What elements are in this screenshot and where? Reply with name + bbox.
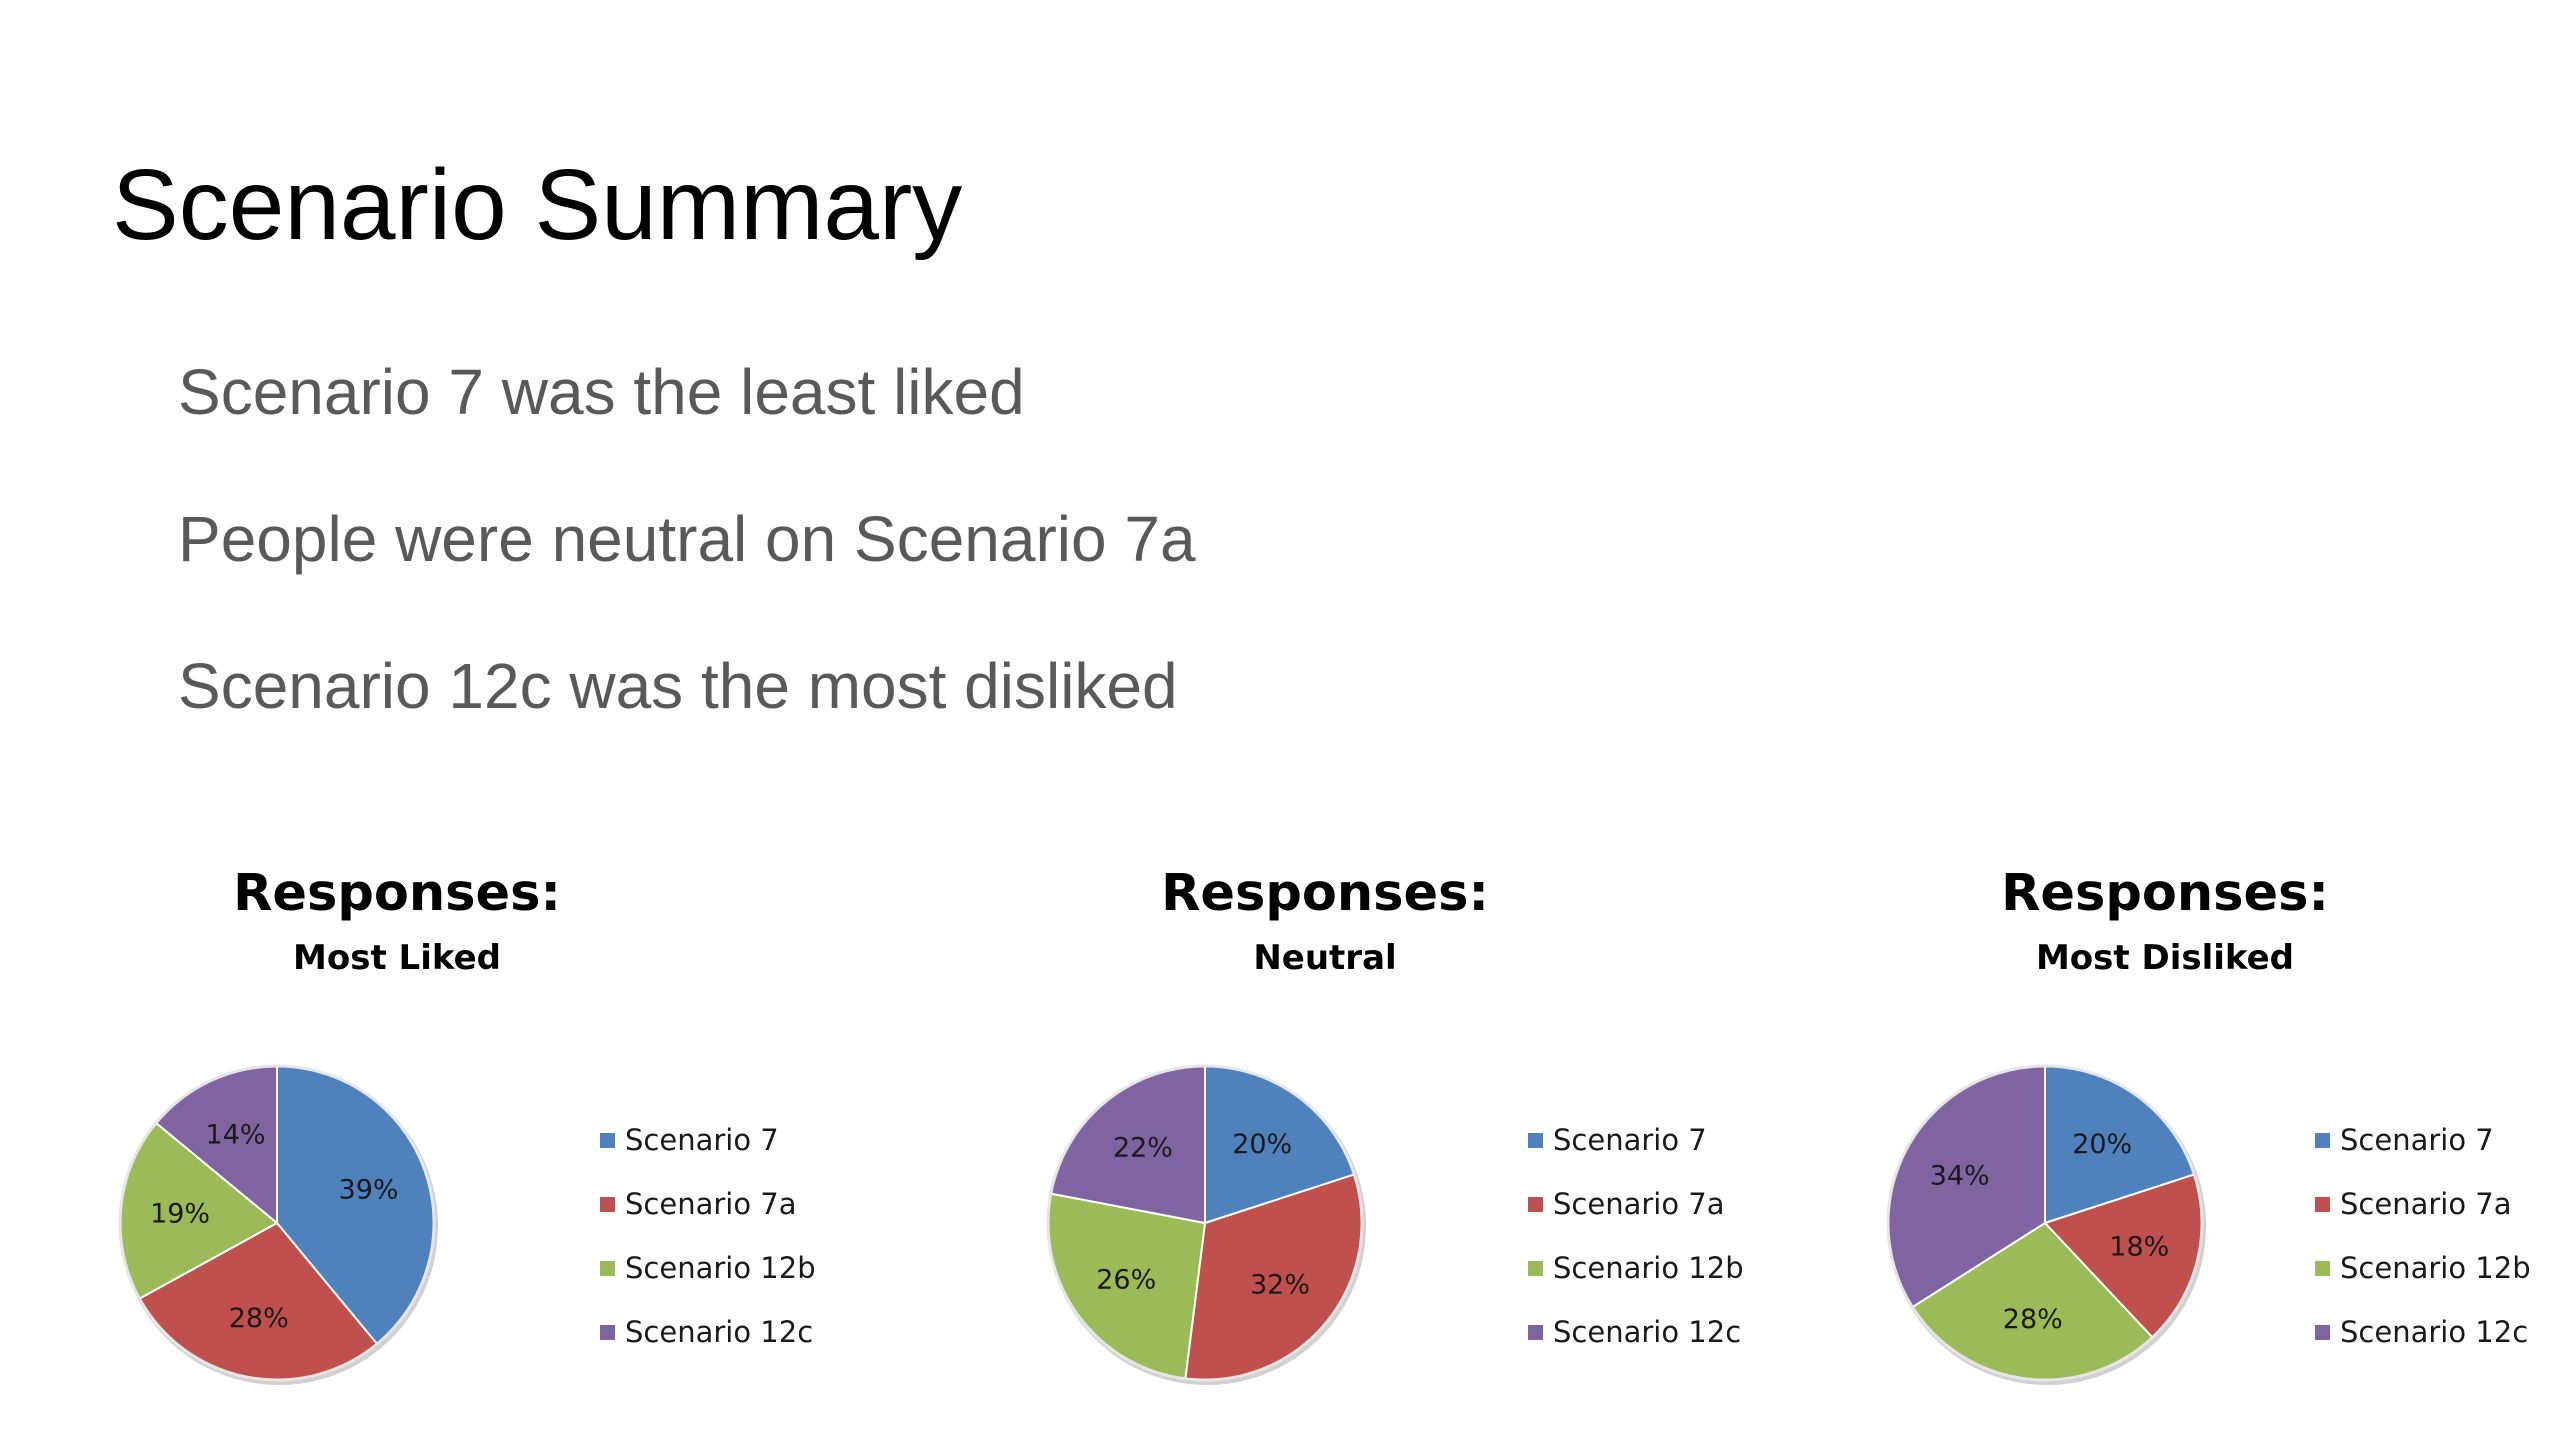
pie-chart-neutral: Responses: Neutral 20% 32% 26% 22% Scenario… bbox=[1045, 868, 1885, 1428]
slice-label-scenario-7: 20% bbox=[2072, 1129, 2132, 1160]
pie-rim bbox=[1886, 1064, 2204, 1382]
bullet-item: Scenario 12c was the most disliked bbox=[178, 650, 1178, 722]
legend-item: Scenario 7a bbox=[2315, 1172, 2531, 1236]
legend-label: Scenario 12c bbox=[2340, 1315, 2529, 1349]
chart-subtitle: Neutral bbox=[1253, 938, 1397, 978]
legend-label: Scenario 12c bbox=[1553, 1315, 1742, 1349]
chart-legend: Scenario 7 Scenario 7a Scenario 12b Scen… bbox=[1528, 1108, 1744, 1364]
slice-label-scenario-12c: 14% bbox=[206, 1119, 266, 1150]
pie-rim bbox=[118, 1064, 436, 1382]
slice-label-scenario-7a: 18% bbox=[2109, 1232, 2169, 1263]
chart-title: Responses: bbox=[233, 864, 561, 923]
pie-plot: 39% 28% 19% 14% bbox=[118, 1064, 438, 1385]
legend-swatch bbox=[600, 1260, 615, 1276]
legend-label: Scenario 7 bbox=[625, 1123, 779, 1157]
chart-subtitle: Most Disliked bbox=[2035, 938, 2295, 978]
bullet-item: People were neutral on Scenario 7a bbox=[178, 503, 1196, 575]
legend-swatch bbox=[2315, 1132, 2330, 1148]
chart-legend: Scenario 7 Scenario 7a Scenario 12b Scen… bbox=[2315, 1108, 2531, 1364]
chart-title: Responses: bbox=[1161, 864, 1489, 923]
chart-title: Responses: bbox=[2001, 864, 2329, 923]
legend-label: Scenario 12c bbox=[625, 1315, 814, 1349]
legend-item: Scenario 12b bbox=[2315, 1236, 2531, 1300]
slice-label-scenario-12b: 26% bbox=[1096, 1265, 1156, 1296]
legend-swatch bbox=[600, 1196, 615, 1212]
legend-item: Scenario 7 bbox=[1528, 1108, 1744, 1172]
legend-label: Scenario 7 bbox=[1553, 1123, 1707, 1157]
legend-swatch bbox=[600, 1132, 615, 1148]
legend-item: Scenario 12b bbox=[1528, 1236, 1744, 1300]
legend-label: Scenario 12b bbox=[1553, 1251, 1744, 1285]
slide-title: Scenario Summary bbox=[112, 149, 963, 261]
chart-legend: Scenario 7 Scenario 7a Scenario 12b Scen… bbox=[600, 1108, 816, 1364]
legend-swatch bbox=[2315, 1260, 2330, 1276]
legend-label: Scenario 12b bbox=[625, 1251, 816, 1285]
pie-plot: 20% 18% 28% 34% bbox=[1886, 1064, 2206, 1385]
slice-label-scenario-7a: 28% bbox=[229, 1303, 289, 1334]
bullet-list: Scenario 7 was the least liked People we… bbox=[178, 360, 1196, 801]
legend-item: Scenario 7 bbox=[2315, 1108, 2531, 1172]
legend-swatch bbox=[1528, 1132, 1543, 1148]
slice-label-scenario-7: 39% bbox=[339, 1175, 399, 1206]
legend-swatch bbox=[600, 1324, 615, 1340]
bullet-item: Scenario 7 was the least liked bbox=[178, 356, 1025, 428]
slice-label-scenario-12b: 19% bbox=[150, 1198, 210, 1229]
legend-label: Scenario 12b bbox=[2340, 1251, 2531, 1285]
legend-item: Scenario 12b bbox=[600, 1236, 816, 1300]
legend-swatch bbox=[2315, 1196, 2330, 1212]
slice-label-scenario-12b: 28% bbox=[2003, 1304, 2063, 1335]
slice-label-scenario-7: 20% bbox=[1232, 1129, 1292, 1160]
legend-label: Scenario 7a bbox=[625, 1187, 797, 1221]
legend-item: Scenario 12c bbox=[600, 1300, 816, 1364]
legend-item: Scenario 12c bbox=[2315, 1300, 2531, 1364]
legend-label: Scenario 7 bbox=[2340, 1123, 2494, 1157]
pie-rim bbox=[1046, 1064, 1364, 1382]
pie-chart-most-liked: Responses: Most Liked 39% 28% 19% 14% Scena… bbox=[117, 868, 957, 1428]
legend-label: Scenario 7a bbox=[1553, 1187, 1725, 1221]
legend-item: Scenario 12c bbox=[1528, 1300, 1744, 1364]
legend-swatch bbox=[1528, 1196, 1543, 1212]
slice-label-scenario-12c: 34% bbox=[1930, 1161, 1990, 1192]
chart-subtitle: Most Liked bbox=[293, 938, 501, 978]
legend-swatch bbox=[1528, 1324, 1543, 1340]
legend-item: Scenario 7a bbox=[1528, 1172, 1744, 1236]
legend-label: Scenario 7a bbox=[2340, 1187, 2512, 1221]
legend-item: Scenario 7a bbox=[600, 1172, 816, 1236]
slice-label-scenario-12c: 22% bbox=[1113, 1132, 1173, 1163]
pie-plot: 20% 32% 26% 22% bbox=[1046, 1064, 1366, 1385]
pie-chart-most-disliked: Responses: Most Disliked 20% 18% 28% 34% Sc… bbox=[1885, 868, 2560, 1428]
slice-label-scenario-7a: 32% bbox=[1250, 1270, 1310, 1301]
legend-swatch bbox=[2315, 1324, 2330, 1340]
legend-swatch bbox=[1528, 1260, 1543, 1276]
legend-item: Scenario 7 bbox=[600, 1108, 816, 1172]
